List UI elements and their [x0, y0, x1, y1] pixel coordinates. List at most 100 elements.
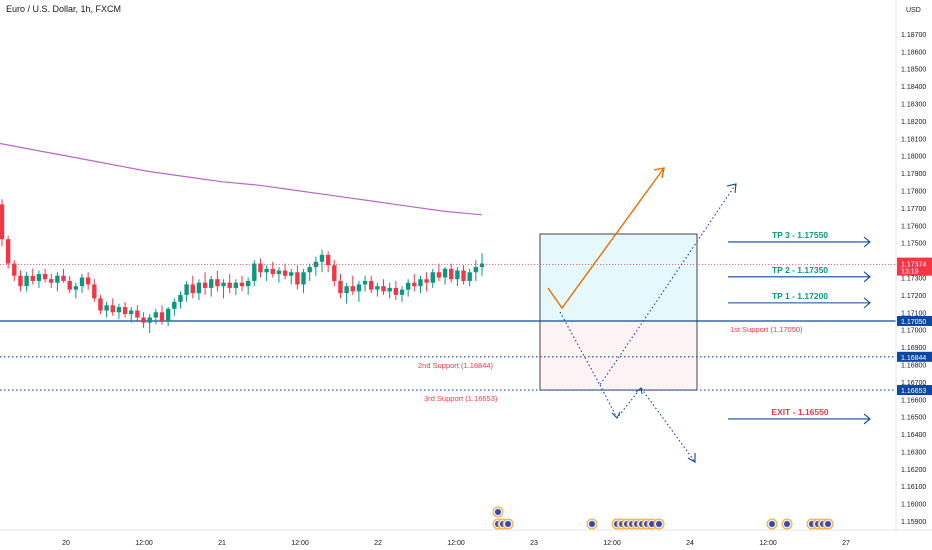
price-tick-label: 1.17300	[901, 275, 926, 282]
price-tick-label: 1.18700	[901, 32, 926, 39]
candle-body	[61, 275, 66, 281]
candle-body	[245, 280, 251, 287]
candle-body	[98, 298, 103, 311]
target-label: TP 1 - 1.17200	[772, 291, 828, 301]
candle-body	[252, 263, 257, 281]
time-axis[interactable]: 20 12:00 21 12:00 22 12:00 23 12:00 24 12:00 27	[0, 529, 932, 550]
candle-body	[362, 280, 368, 285]
candle-body	[36, 274, 42, 281]
ma-line	[0, 142, 483, 216]
candle-body	[5, 239, 11, 264]
event-marker-core	[495, 509, 501, 515]
candle-body	[147, 317, 152, 323]
support-levels[interactable]: 1st Support (1.17050) 2nd Support (1.1684…	[0, 320, 896, 403]
candle-body	[73, 286, 79, 290]
event-marker[interactable]	[653, 518, 665, 530]
position-box[interactable]	[539, 233, 698, 391]
candle-body	[289, 272, 294, 276]
candle-body	[153, 312, 159, 318]
alt-bullish-projection[interactable]	[559, 183, 737, 387]
candle-body	[418, 279, 423, 287]
loss-zone[interactable]	[539, 320, 698, 391]
event-marker[interactable]	[822, 518, 834, 530]
price-tick-label: 1.16600	[901, 397, 926, 404]
level-price-tag	[897, 385, 932, 396]
price-axis[interactable]: USD 1.18700 1.18600 1.18500 1.18400 1.18300 1.…	[895, 0, 932, 530]
candle-body	[461, 270, 466, 281]
price-tick-label: 1.17900	[901, 171, 926, 178]
event-marker-core	[825, 521, 831, 527]
candle-body	[233, 282, 239, 288]
candle-body	[356, 284, 362, 292]
target-arrow-head	[863, 413, 871, 425]
candle-body	[467, 272, 472, 281]
candle-body	[325, 254, 331, 266]
candle-body	[227, 282, 232, 288]
candle-body	[116, 307, 122, 313]
bullish-projection[interactable]	[547, 167, 665, 310]
chart-title: Euro / U.S. Dollar, 1h, FXCM	[6, 4, 122, 14]
candle-body	[141, 317, 146, 323]
bearish-projection[interactable]	[599, 384, 696, 463]
profit-zone[interactable]	[539, 233, 698, 322]
candle-body	[79, 277, 85, 287]
event-marker[interactable]	[502, 518, 514, 530]
candle-body	[381, 286, 386, 292]
price-tick-label: 1.16000	[901, 502, 926, 509]
target-arrows[interactable]: TP 3 - 1.17550 TP 2 - 1.17350 TP 1 - 1.172…	[728, 230, 871, 425]
candle-body	[159, 312, 165, 321]
price-tick-label: 1.17500	[901, 241, 926, 248]
candle-body	[135, 310, 140, 318]
candle-body	[184, 284, 189, 295]
candle-body	[92, 284, 97, 299]
candle-body	[430, 272, 435, 283]
bearish-arrowhead	[687, 453, 696, 463]
level-price-tag-label: 1.16844	[901, 355, 926, 362]
candle-body	[30, 275, 35, 281]
price-tick-label: 1.16800	[901, 362, 926, 369]
candle-body	[301, 272, 306, 285]
price-tick-label: 1.18100	[901, 136, 926, 143]
currency-label: USD	[906, 7, 921, 14]
price-tick-label: 1.18500	[901, 67, 926, 74]
candle-body	[172, 301, 177, 309]
candle-body	[239, 282, 245, 287]
time-tick-label: 12:00	[291, 540, 309, 547]
event-marker-core	[784, 521, 790, 527]
candle-body	[122, 307, 128, 315]
target-label: TP 2 - 1.17350	[772, 265, 828, 275]
candle-body	[209, 279, 214, 288]
candle-body	[264, 268, 269, 273]
event-marker-core	[505, 521, 511, 527]
candles	[0, 199, 896, 334]
time-tick-label: 20	[62, 540, 70, 547]
event-marker[interactable]	[766, 518, 778, 530]
candle-body	[319, 254, 325, 262]
price-tick-label: 1.16100	[901, 484, 926, 491]
target-label: EXIT - 1.16550	[771, 407, 828, 417]
event-marker[interactable]	[781, 518, 793, 530]
price-tick-label: 1.16300	[901, 449, 926, 456]
bearish-pivot-arrow	[611, 411, 621, 419]
projection-arrows[interactable]	[547, 167, 737, 463]
event-marker[interactable]	[492, 506, 504, 518]
candle-body	[178, 294, 183, 302]
target-arrow-head	[863, 271, 871, 283]
time-tick-label: 12:00	[447, 540, 465, 547]
candle-body	[196, 282, 202, 294]
bar-countdown: 13:19	[901, 269, 919, 276]
target-arrow-head	[863, 236, 871, 248]
time-axis-bg	[0, 530, 932, 550]
economic-events[interactable]	[492, 506, 834, 530]
price-tick-label: 1.18200	[901, 119, 926, 126]
event-marker[interactable]	[586, 518, 598, 530]
time-tick-label: 12:00	[759, 540, 777, 547]
target-label: TP 3 - 1.17550	[772, 230, 828, 240]
bearish-retest-arrow	[635, 387, 643, 395]
candle-body	[405, 282, 411, 290]
candle-body	[104, 305, 109, 311]
candle-body	[55, 275, 60, 283]
price-tick-label: 1.18000	[901, 154, 926, 161]
price-tick-label: 1.17800	[901, 188, 926, 195]
